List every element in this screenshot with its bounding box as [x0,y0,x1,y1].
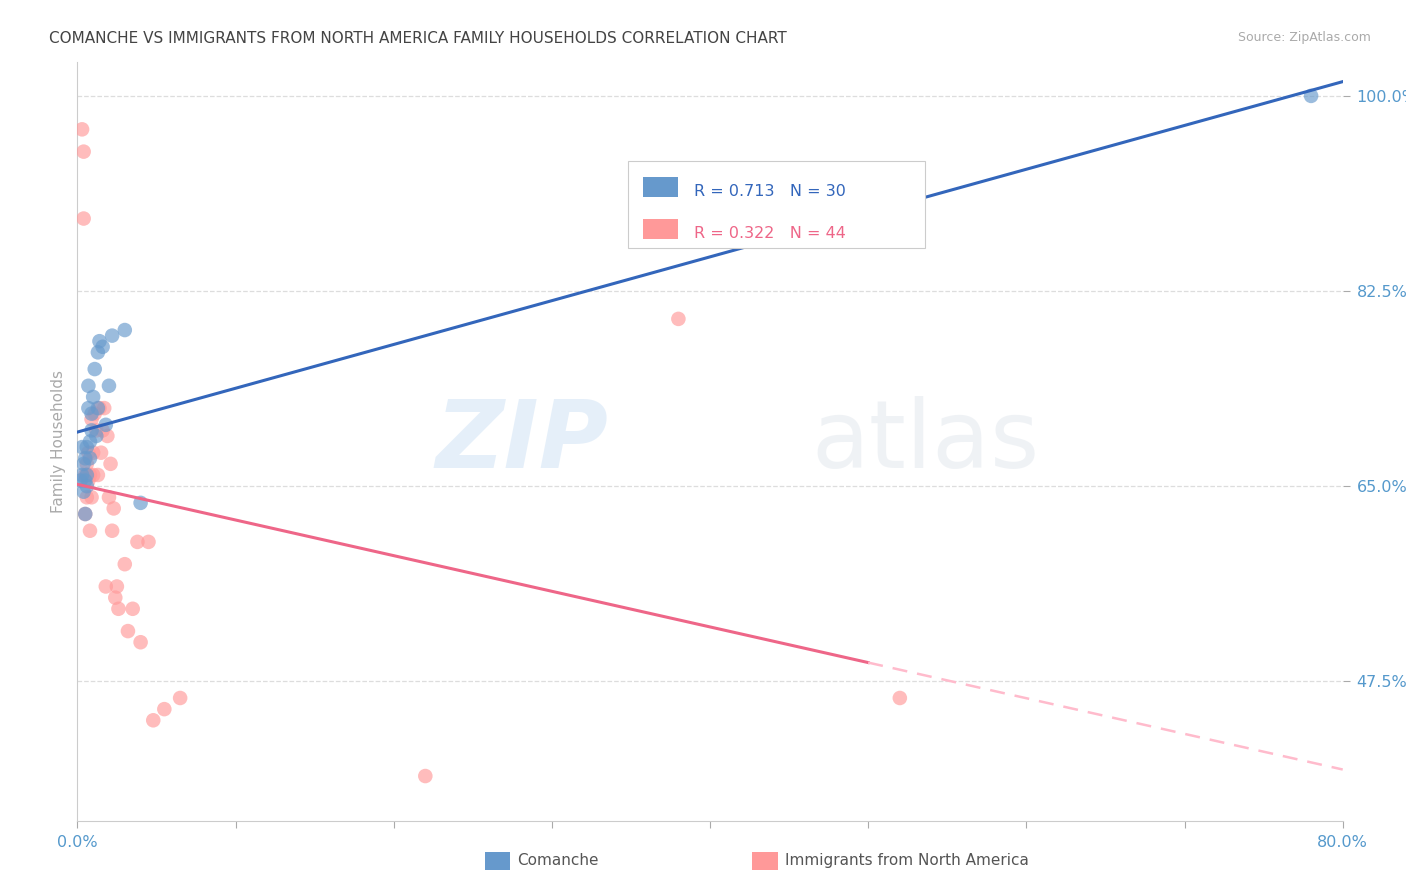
Point [87,401,110,416]
Point [90,446,112,460]
Text: Source: ZipAtlas.com: Source: ZipAtlas.com [1237,31,1371,45]
FancyBboxPatch shape [643,178,679,197]
Point [73,211,96,226]
Point [75,468,97,483]
Point [105,580,128,594]
Point [82,390,104,404]
Point [70,440,93,454]
FancyBboxPatch shape [628,161,925,248]
Point [98,491,120,505]
Point [117,624,139,639]
Point [80,491,103,505]
Point [668,312,690,326]
Point [75,474,97,488]
Point [82,468,104,483]
Point [70,468,93,483]
Point [83,407,105,421]
Point [73,145,96,159]
Text: ZIP: ZIP [436,395,609,488]
Point [94,580,117,594]
Point [98,379,120,393]
Point [76,468,98,483]
Point [80,424,103,438]
Point [101,328,124,343]
Point [86,429,108,443]
Point [82,446,104,460]
Point [77,474,100,488]
Point [80,407,103,421]
Point [101,524,124,538]
Point [169,691,191,706]
Point [77,401,100,416]
Point [96,429,118,443]
Point [69,474,91,488]
Point [75,507,97,521]
Point [103,501,125,516]
Point [83,362,105,376]
Point [79,451,101,466]
Point [93,401,115,416]
Point [413,769,436,783]
Point [73,484,96,499]
Point [129,496,152,510]
Point [127,535,149,549]
Point [91,424,114,438]
Point [76,479,98,493]
Point [76,440,98,454]
Point [114,557,136,572]
Point [76,457,98,471]
Point [87,345,110,359]
Point [77,446,100,460]
Text: COMANCHE VS IMMIGRANTS FROM NORTH AMERICA FAMILY HOUSEHOLDS CORRELATION CHART: COMANCHE VS IMMIGRANTS FROM NORTH AMERIC… [49,31,787,46]
Point [89,334,111,349]
Text: atlas: atlas [811,395,1039,488]
Point [79,434,101,449]
Point [75,507,97,521]
Point [142,714,165,728]
Point [73,457,96,471]
Point [1301,89,1323,103]
Y-axis label: Family Households: Family Households [51,370,66,513]
Point [153,702,176,716]
Point [114,323,136,337]
FancyBboxPatch shape [643,219,679,239]
Point [129,635,152,649]
Point [77,379,100,393]
Point [87,468,110,483]
Point [138,535,160,549]
Point [107,602,129,616]
Point [104,591,127,605]
Point [79,468,101,483]
Point [94,417,117,432]
Point [889,691,911,706]
Text: Immigrants from North America: Immigrants from North America [785,854,1028,868]
Point [121,602,143,616]
Point [75,451,97,466]
Text: R = 0.713   N = 30: R = 0.713 N = 30 [693,184,845,199]
Point [79,524,101,538]
Text: R = 0.322   N = 44: R = 0.322 N = 44 [693,226,845,241]
Point [86,424,108,438]
Text: Comanche: Comanche [517,854,599,868]
Point [80,412,103,426]
Point [76,491,98,505]
Point [76,468,98,483]
Point [100,457,122,471]
Point [70,122,93,136]
Point [91,340,114,354]
Point [89,401,111,416]
